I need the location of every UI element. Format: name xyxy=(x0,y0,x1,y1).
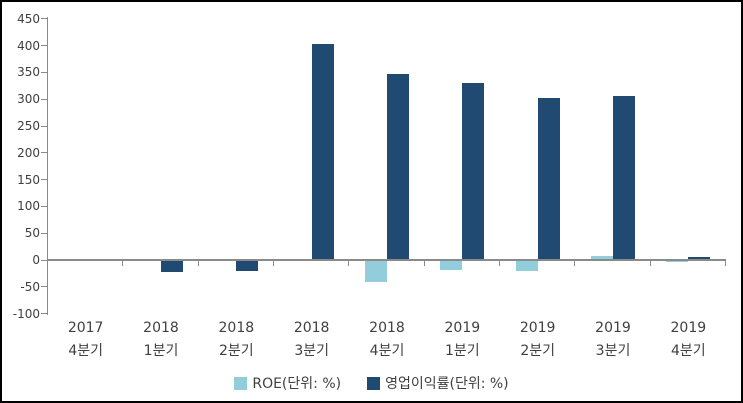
legend: ROE(단위: %) 영업이익률(단위: %) xyxy=(2,373,741,393)
y-tick--100 xyxy=(41,313,47,315)
x-label-2018-2분기: 2018 2분기 xyxy=(218,320,255,359)
x-tick-0 xyxy=(47,261,48,266)
x-tick-8 xyxy=(649,261,651,266)
bar-op-margin-2018-3분기 xyxy=(311,43,334,259)
x-label-2018-4분기: 2018 4분기 xyxy=(369,320,405,359)
x-tick-6 xyxy=(499,261,500,266)
x-label-2019-1분기: 2019 1분기 xyxy=(444,320,481,359)
bar-roe-2019-2분기 xyxy=(515,261,538,271)
y-tick-label-200: 200 xyxy=(17,145,40,160)
legend-label-op-margin: 영업이익률(단위: %) xyxy=(385,376,509,392)
y-tick-label--100: -100 xyxy=(12,306,40,321)
y-tick-label-300: 300 xyxy=(17,92,40,107)
y-tick-label-50: 50 xyxy=(24,226,40,241)
bar-op-margin-2018-2분기 xyxy=(236,261,259,272)
bar-roe-2019-3분기 xyxy=(591,256,613,259)
y-tick-400 xyxy=(41,45,47,47)
y-tick-250 xyxy=(41,125,47,127)
x-tick-2 xyxy=(197,261,199,266)
bar-op-margin-2019-4분기 xyxy=(688,257,711,259)
x-tick-4 xyxy=(348,261,350,266)
x-label-2018-3분기: 2018 3분기 xyxy=(293,320,330,359)
y-tick--50 xyxy=(41,286,47,288)
y-tick-50 xyxy=(41,232,47,234)
legend-item-op-margin: 영업이익률(단위: %) xyxy=(367,373,509,393)
y-tick-300 xyxy=(41,98,47,100)
y-tick-label-450: 450 xyxy=(17,11,40,26)
y-tick-label-350: 350 xyxy=(17,65,40,80)
bar-op-margin-2018-4분기 xyxy=(387,73,409,259)
legend-swatch-op-margin xyxy=(367,376,381,390)
x-tick-9 xyxy=(725,261,726,266)
x-label-2017-4분기: 2017 4분기 xyxy=(67,320,104,359)
y-tick-label--50: -50 xyxy=(20,279,40,294)
y-tick-350 xyxy=(41,71,47,73)
legend-item-roe: ROE(단위: %) xyxy=(234,373,341,393)
x-tick-1 xyxy=(122,261,124,266)
x-tick-3 xyxy=(273,261,274,266)
legend-swatch-roe xyxy=(234,376,248,390)
y-tick-450 xyxy=(41,18,47,20)
x-label-2019-2분기: 2019 2분기 xyxy=(519,320,556,359)
x-label-2019-3분기: 2019 3분기 xyxy=(595,320,631,359)
bar-op-margin-2019-2분기 xyxy=(537,98,560,259)
bar-op-margin-2019-3분기 xyxy=(613,96,635,259)
y-tick-label-400: 400 xyxy=(17,38,40,53)
x-label-2018-1분기: 2018 1분기 xyxy=(143,320,179,359)
x-axis-line xyxy=(47,259,726,261)
bar-roe-2018-4분기 xyxy=(365,261,387,283)
legend-label-roe: ROE(단위: %) xyxy=(252,376,342,392)
y-tick-label-150: 150 xyxy=(17,172,40,187)
x-tick-7 xyxy=(574,261,576,266)
bar-op-margin-2019-1분기 xyxy=(462,83,485,259)
y-axis-line xyxy=(47,16,48,315)
x-tick-5 xyxy=(423,261,425,266)
bar-op-margin-2018-1분기 xyxy=(161,261,183,273)
y-tick-label-250: 250 xyxy=(17,119,40,133)
y-tick-200 xyxy=(41,152,47,154)
bar-roe-2019-4분기 xyxy=(666,261,689,263)
y-tick-150 xyxy=(41,179,47,181)
bar-roe-2019-1분기 xyxy=(440,261,463,271)
y-tick-100 xyxy=(41,205,47,207)
y-tick-label-0: 0 xyxy=(32,253,40,267)
x-label-2019-4분기: 2019 4분기 xyxy=(670,320,707,359)
y-tick-label-100: 100 xyxy=(17,199,40,214)
y-tick-0 xyxy=(41,259,47,261)
